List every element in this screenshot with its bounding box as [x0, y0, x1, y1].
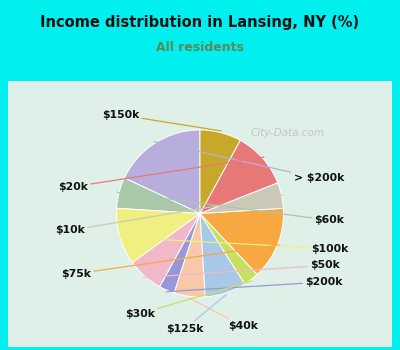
Wedge shape: [160, 214, 200, 293]
Wedge shape: [200, 183, 283, 214]
Wedge shape: [200, 214, 257, 284]
Text: $150k: $150k: [102, 110, 221, 131]
Wedge shape: [116, 208, 200, 262]
Text: $100k: $100k: [118, 237, 348, 254]
Text: > $200k: > $200k: [154, 141, 344, 183]
Text: Income distribution in Lansing, NY (%): Income distribution in Lansing, NY (%): [40, 15, 360, 30]
Wedge shape: [117, 178, 200, 214]
Wedge shape: [124, 130, 200, 214]
Text: $20k: $20k: [58, 157, 264, 192]
Wedge shape: [174, 214, 205, 297]
Text: City-Data.com: City-Data.com: [251, 128, 325, 138]
Text: $125k: $125k: [166, 295, 226, 334]
Wedge shape: [200, 214, 245, 297]
Text: $75k: $75k: [62, 245, 279, 279]
Text: $40k: $40k: [189, 298, 258, 331]
Text: $30k: $30k: [125, 281, 252, 319]
Wedge shape: [200, 140, 278, 214]
Text: All residents: All residents: [156, 41, 244, 54]
Text: $200k: $200k: [166, 277, 342, 292]
Wedge shape: [200, 208, 284, 274]
Wedge shape: [200, 130, 240, 214]
Wedge shape: [132, 214, 200, 287]
Text: $10k: $10k: [56, 195, 283, 235]
Text: $60k: $60k: [118, 192, 344, 225]
Text: $50k: $50k: [144, 260, 340, 278]
